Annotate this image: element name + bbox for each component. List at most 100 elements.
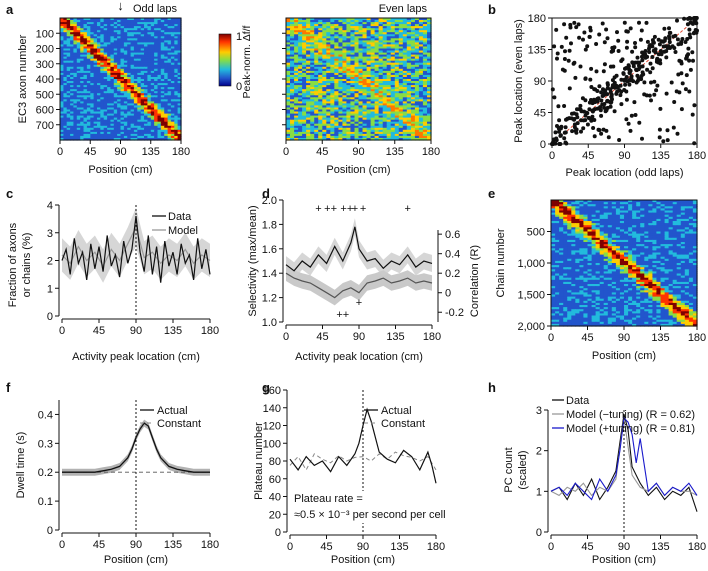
- heatmap-odd-cell: [70, 113, 75, 117]
- scatter-point: [637, 120, 642, 125]
- heatmap-odd-cell: [177, 93, 182, 96]
- heatmap-odd-cell: [154, 111, 159, 115]
- heatmap-odd-cell: [137, 138, 142, 141]
- heatmap-odd-cell: [63, 70, 68, 74]
- heatmap-odd-cell: [86, 109, 91, 113]
- heatmap-even-cell: [402, 115, 408, 119]
- heatmap-odd-cell: [113, 40, 118, 43]
- heatmap-even-cell: [362, 85, 368, 88]
- heatmap-even-cell: [358, 22, 364, 25]
- heatmap-odd-cell: [164, 32, 169, 35]
- heatmap-even-cell: [398, 54, 404, 58]
- heatmap-even-cell: [306, 138, 311, 141]
- heatmap-odd-cell: [160, 87, 165, 90]
- heatmap-odd-cell: [113, 56, 118, 60]
- heatmap-chains-cell: [664, 200, 670, 203]
- heatmap-even-cell: [318, 97, 323, 100]
- heatmap-even-cell: [322, 74, 327, 78]
- heatmap-odd-cell: [100, 131, 105, 135]
- heatmap-odd-cell: [133, 30, 138, 33]
- heatmap-even-cell: [358, 93, 364, 96]
- scatter-point: [662, 26, 667, 31]
- heatmap-odd-cell: [147, 28, 152, 31]
- heatmap-odd-cell: [157, 115, 162, 119]
- heatmap-odd-cell: [170, 42, 175, 45]
- heatmap-even-cell: [354, 70, 360, 74]
- heatmap-even-cell: [366, 103, 372, 106]
- heatmap-odd-cell: [137, 125, 142, 129]
- heatmap-even-cell: [346, 58, 351, 62]
- heatmap-odd-cell: [133, 44, 138, 47]
- heatmap-even-cell: [298, 83, 303, 86]
- heatmap-odd-cell: [154, 34, 159, 37]
- heatmap-odd-cell: [177, 123, 182, 127]
- heatmap-odd-cell: [100, 50, 105, 54]
- heatmap-even-cell: [302, 138, 307, 141]
- heatmap-even-cell: [350, 79, 355, 82]
- even-xtick-label: 45: [316, 146, 328, 158]
- scatter-point: [605, 105, 610, 110]
- heatmap-even-cell: [390, 66, 396, 70]
- heatmap-even-cell: [362, 129, 368, 133]
- heatmap-even-cell: [414, 62, 420, 66]
- heatmap-even-cell: [390, 93, 396, 96]
- heatmap-even-cell: [406, 79, 412, 82]
- heatmap-even-cell: [414, 105, 420, 108]
- scatter-point: [616, 49, 621, 53]
- heatmap-even-cell: [427, 60, 432, 64]
- heatmap-odd-cell: [160, 101, 165, 104]
- heatmap-odd-cell: [177, 129, 182, 133]
- heatmap-even-cell: [374, 127, 380, 131]
- scatter-point: [581, 118, 586, 123]
- heatmap-odd-cell: [113, 109, 118, 113]
- heatmap-even-cell: [410, 93, 416, 96]
- heatmap-odd-cell: [127, 99, 132, 102]
- heatmap-even-cell: [354, 34, 360, 37]
- heatmap-even-cell: [394, 109, 400, 113]
- heatmap-odd-cell: [90, 101, 95, 104]
- heatmap-even-cell: [418, 125, 424, 129]
- heatmap-odd-cell: [63, 64, 68, 68]
- heatmap-chains-cell: [607, 200, 613, 203]
- heatmap-even-cell: [298, 95, 303, 98]
- heatmap-even-cell: [326, 119, 331, 123]
- heatmap-even-cell: [390, 91, 396, 94]
- legend-model-label: Model: [168, 225, 198, 237]
- heatmap-odd-cell: [140, 105, 145, 108]
- heatmap-odd-cell: [123, 24, 128, 27]
- heatmap-odd-cell: [66, 26, 71, 29]
- heatmap-even-cell: [418, 117, 424, 121]
- heatmap-odd-cell: [167, 28, 172, 31]
- heatmap-odd-cell: [100, 119, 105, 123]
- heatmap-even-cell: [318, 79, 323, 82]
- heatmap-even-cell: [290, 46, 295, 50]
- heatmap-odd-cell: [160, 95, 165, 98]
- heatmap-even-cell: [342, 66, 347, 70]
- heatmap-odd-cell: [174, 20, 179, 23]
- heatmap-even-cell: [406, 70, 412, 74]
- heatmap-odd-cell: [66, 103, 71, 106]
- heatmap-odd-cell: [160, 127, 165, 131]
- heatmap-even-cell: [286, 89, 291, 92]
- heatmap-odd-cell: [66, 83, 71, 86]
- heatmap-even-cell: [418, 111, 424, 115]
- heatmap-odd-cell: [137, 64, 142, 68]
- heatmap-even-cell: [414, 89, 420, 92]
- heatmap-even-cell: [342, 125, 347, 129]
- heatmap-odd-cell: [127, 111, 132, 115]
- odd-ytick-label: 600: [36, 105, 54, 117]
- heatmap-chains-cell: [563, 202, 568, 205]
- heatmap-even-cell: [350, 52, 355, 56]
- heatmap-even-cell: [422, 52, 428, 56]
- heatmap-even-cell: [298, 119, 303, 123]
- heatmap-even-cell: [302, 70, 307, 74]
- heatmap-odd-cell: [76, 34, 81, 37]
- heatmap-even-cell: [286, 138, 291, 141]
- heatmap-odd-cell: [140, 87, 145, 90]
- heatmap-even-cell: [378, 105, 384, 108]
- heatmap-odd-cell: [150, 105, 155, 108]
- heatmap-even-cell: [366, 48, 372, 52]
- heatmap-even-cell: [334, 68, 339, 72]
- heatmap-even-cell: [334, 60, 339, 64]
- heatmap-odd-cell: [97, 77, 101, 80]
